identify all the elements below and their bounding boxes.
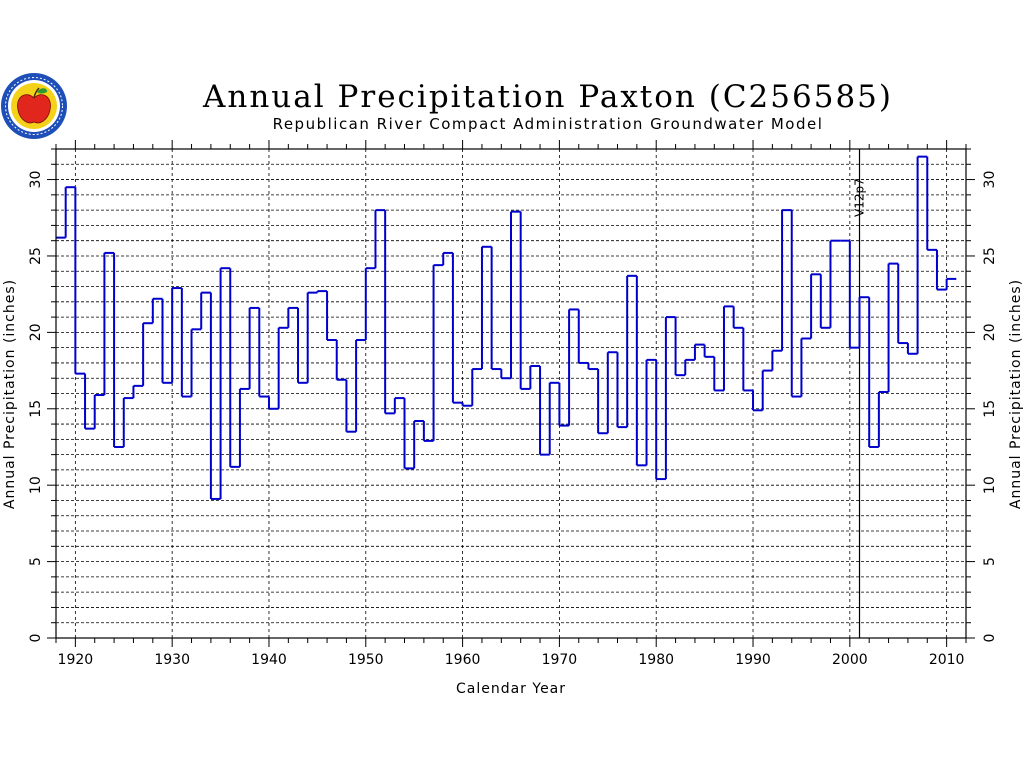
y-tick-label-left: 5 — [28, 557, 44, 566]
model-version-line: V12p7 — [853, 149, 867, 638]
y-axis-ticks: 0 0 5 5 10 10 15 15 20 20 25 25 30 30 — [28, 148, 998, 643]
y-tick-label-left: 0 — [28, 634, 44, 643]
x-axis-ticks: 1920 1930 1940 1950 1960 1970 1980 1990 2000 2010 — [55, 140, 967, 668]
x-axis-label: Calendar Year — [456, 681, 566, 697]
y-tick-label-right: 30 — [982, 171, 998, 189]
y-tick-label-left: 10 — [28, 476, 44, 494]
x-tick-label: 1970 — [542, 652, 578, 668]
y-axis-label-left: Annual Precipitation (inches) — [2, 279, 18, 509]
y-tick-label-right: 25 — [982, 247, 998, 265]
x-tick-label: 1990 — [735, 652, 771, 668]
chart-subtitle: Republican River Compact Administration … — [273, 115, 824, 133]
chart-title: Annual Precipitation Paxton (C256585) — [202, 79, 893, 115]
y-tick-label-left: 15 — [28, 400, 44, 418]
y-tick-label-left: 20 — [28, 323, 44, 341]
x-tick-label: 1930 — [154, 652, 190, 668]
x-tick-label: 1920 — [58, 652, 94, 668]
x-tick-label: 1940 — [251, 652, 287, 668]
vline-label: V12p7 — [853, 178, 867, 217]
x-tick-label: 1950 — [348, 652, 384, 668]
y-tick-label-left: 30 — [28, 171, 44, 189]
x-tick-label: 1960 — [445, 652, 481, 668]
rrca-logo — [1, 73, 67, 139]
x-tick-label: 2010 — [929, 652, 965, 668]
precipitation-series — [56, 155, 957, 500]
y-tick-label-right: 20 — [982, 323, 998, 341]
x-tick-label: 1980 — [638, 652, 674, 668]
y-tick-label-right: 5 — [982, 557, 998, 566]
y-tick-label-right: 10 — [982, 476, 998, 494]
x-tick-label: 2000 — [832, 652, 868, 668]
y-axis-label-right: Annual Precipitation (inches) — [1008, 279, 1024, 509]
y-tick-label-right: 15 — [982, 400, 998, 418]
apple-icon — [17, 94, 51, 124]
y-tick-label-left: 25 — [28, 247, 44, 265]
y-tick-label-right: 0 — [982, 634, 998, 643]
